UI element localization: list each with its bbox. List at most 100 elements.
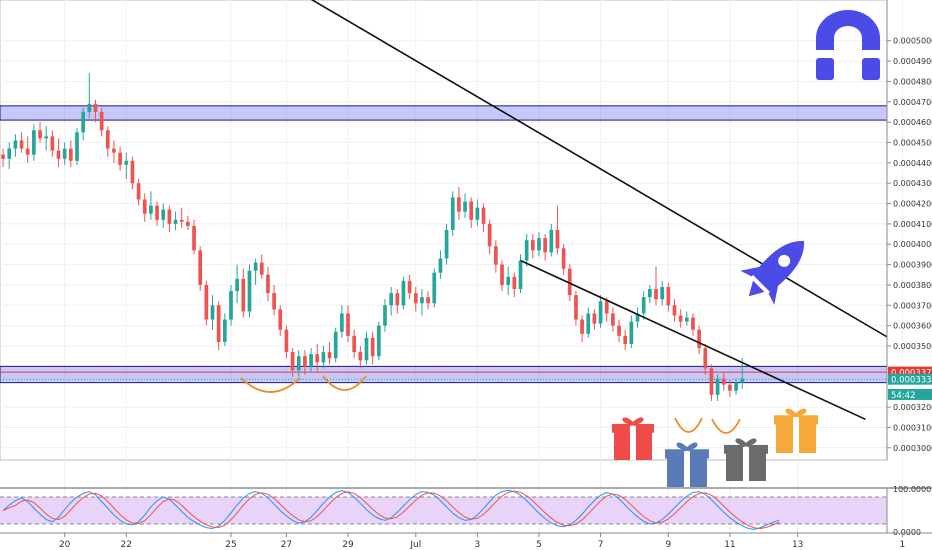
price-axis[interactable]: 0.0005000 0.0004900 0.0004800 0.0004700 0.00… (886, 0, 932, 460)
price-tick-label: 0.0003900 (893, 261, 932, 270)
candle-body (684, 317, 689, 322)
gift-bow-right (682, 442, 698, 452)
candle-body (500, 264, 504, 285)
candle-body (198, 250, 203, 285)
gift-bow-left (735, 438, 751, 448)
logo-arch-top (816, 10, 880, 50)
price-tick-label: 0.0003700 (893, 301, 932, 310)
candle-body (105, 130, 110, 149)
candle-body (173, 219, 178, 224)
candle-body (654, 289, 658, 300)
candle-body (586, 313, 591, 334)
price-tick-label: 0.0003100 (893, 423, 932, 432)
candle-body (124, 160, 129, 165)
candlestick-series (1, 73, 745, 401)
candle-body (530, 240, 535, 251)
candle-body (703, 348, 708, 369)
candle-body (623, 335, 628, 344)
candle-body (352, 335, 357, 353)
candle-body (333, 331, 338, 359)
candle-body (179, 219, 184, 222)
price-label-box (888, 388, 932, 400)
trendline-2 (520, 259, 866, 421)
price-tick-label: 0.0004700 (893, 98, 932, 107)
candle-body (561, 248, 566, 269)
candle-body (407, 280, 412, 294)
candle-body (321, 352, 326, 363)
candle-body (475, 207, 480, 220)
candle-body (149, 205, 153, 214)
candle-body (444, 230, 449, 259)
time-axis[interactable]: 20 22 25 27 29 Jul 3 5 7 9 11 13 1 (0, 532, 932, 550)
smile-curve (322, 375, 367, 391)
smile-curve (240, 377, 301, 393)
grid-lines (0, 0, 903, 533)
candle-body (660, 286, 665, 300)
candle-body (13, 140, 18, 149)
candle-body (229, 291, 233, 320)
candle-body (235, 278, 239, 292)
time-tick-label: 5 (536, 540, 542, 550)
candle-body (253, 262, 258, 271)
price-tick-label: 0.0003000 (893, 444, 932, 453)
rocket-fin-right (768, 283, 779, 305)
plot-frame (0, 0, 888, 461)
zone-1 (0, 105, 887, 121)
annotations (240, 10, 880, 487)
candle-body (284, 329, 289, 353)
candle-body (383, 305, 387, 326)
osc-band (0, 497, 887, 524)
price-label-box (888, 373, 932, 385)
candle-body (518, 260, 523, 290)
time-tick-label: Jul (409, 540, 421, 550)
candle-body (370, 337, 375, 357)
smile-curve (711, 418, 741, 434)
candle-body (598, 301, 603, 324)
candle-body (648, 289, 652, 298)
candle-body (25, 148, 30, 155)
logo-arch-icon (816, 10, 880, 80)
candle-body (192, 225, 196, 251)
candle-body (87, 103, 92, 112)
time-tick-label: 13 (792, 540, 803, 550)
price-tick-label: 0.0004500 (893, 138, 932, 147)
rocket-flame (748, 280, 765, 297)
candle-body (19, 140, 24, 149)
candle-body (432, 272, 437, 304)
candle-body (438, 258, 443, 273)
gift-bow-right (628, 417, 644, 427)
candle-body (222, 319, 227, 342)
candle-body (721, 378, 726, 385)
candle-body (75, 132, 79, 161)
candle-body (376, 325, 381, 357)
gift-orange-icon (774, 408, 818, 453)
candle-body (401, 280, 406, 306)
gift-bow-left (622, 417, 638, 427)
price-label-text: 54:42 (891, 391, 916, 401)
trendlines (310, 0, 887, 421)
price-tick-label: 0.0004200 (893, 200, 932, 209)
candle-body (99, 111, 104, 131)
candle-body (296, 356, 301, 371)
gift-red-icon (612, 417, 654, 460)
price-tick-label: 0.0004800 (893, 77, 932, 86)
candle-body (118, 152, 122, 165)
candle-body (457, 197, 461, 212)
gift-bow-left (785, 408, 801, 418)
candle-body (481, 207, 486, 224)
candle-body (161, 209, 166, 220)
price-tick-label: 0.0003500 (893, 342, 932, 351)
price-label-text: 0.0003337 (891, 376, 932, 386)
gift-bow-left (676, 442, 692, 452)
time-tick-label: 20 (59, 540, 71, 550)
candle-body (81, 111, 86, 133)
rocket-fin-left (740, 266, 762, 277)
gift-ribbon (684, 449, 690, 487)
candle-body (142, 199, 147, 214)
gift-ribbon (793, 415, 799, 453)
candle-body (358, 352, 363, 361)
candle-body (62, 148, 67, 159)
candle-body (734, 382, 738, 391)
